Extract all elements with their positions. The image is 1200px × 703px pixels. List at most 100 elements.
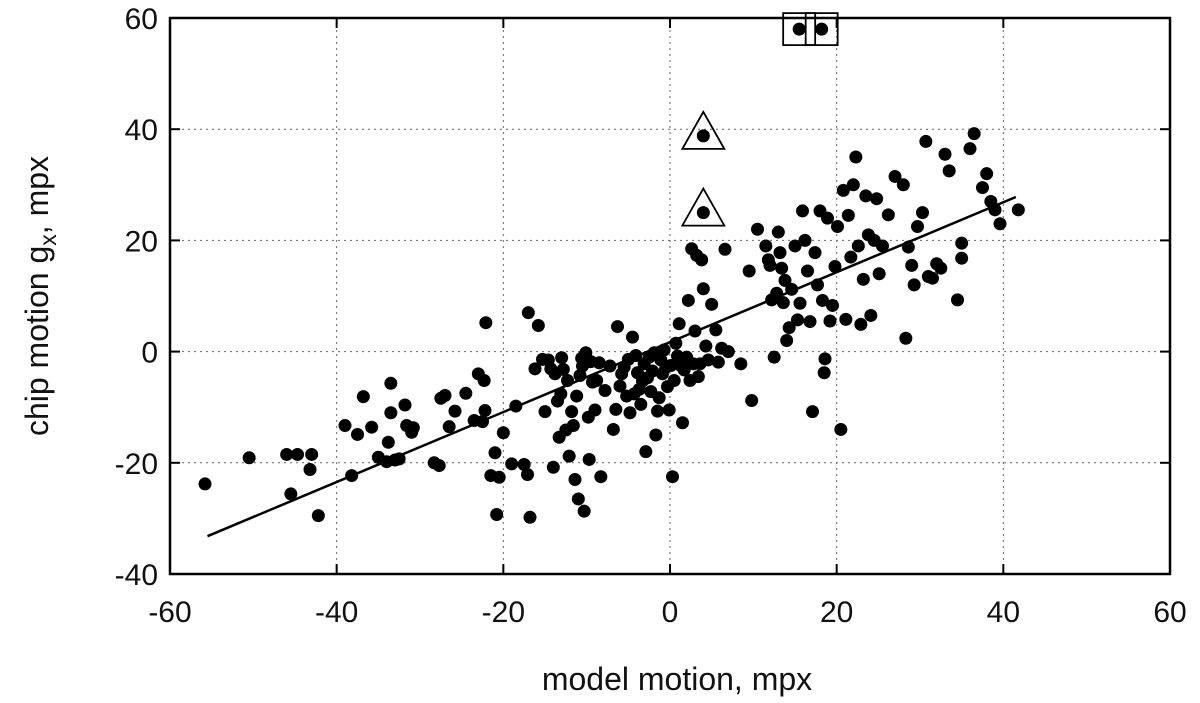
data-point — [721, 345, 735, 359]
data-point — [582, 452, 596, 466]
data-point — [980, 167, 994, 181]
data-point — [911, 220, 924, 233]
data-point — [392, 452, 406, 466]
data-point — [701, 353, 715, 367]
data-point — [242, 451, 256, 465]
data-point — [639, 445, 653, 459]
data-point — [872, 267, 886, 281]
data-point — [934, 261, 948, 275]
data-point — [801, 264, 814, 278]
data-point — [571, 492, 585, 506]
data-point — [492, 470, 506, 484]
data-point — [662, 403, 676, 417]
data-point — [561, 374, 574, 388]
data-point — [594, 470, 608, 484]
data-point — [488, 446, 502, 460]
y-axis-title-subscript: x — [35, 234, 61, 246]
data-point — [854, 317, 868, 331]
data-point — [657, 343, 671, 357]
data-point — [565, 405, 579, 419]
data-point — [611, 320, 624, 334]
data-point — [826, 298, 839, 312]
data-point — [562, 449, 576, 463]
data-point — [666, 470, 679, 484]
highlighted-point — [696, 206, 710, 220]
triangle-marker — [680, 110, 726, 150]
data-point — [652, 391, 666, 405]
data-point — [505, 457, 519, 471]
data-point — [864, 308, 878, 322]
data-point — [442, 420, 456, 434]
data-point — [198, 477, 212, 491]
data-point — [831, 220, 844, 233]
highlighted-points — [680, 12, 839, 227]
data-points — [198, 127, 1025, 524]
data-point — [711, 355, 725, 369]
data-point — [669, 336, 683, 350]
data-point — [817, 366, 831, 380]
data-point — [836, 183, 850, 197]
x-tick-label: 20 — [820, 596, 853, 629]
data-point — [546, 460, 560, 474]
data-point — [588, 403, 602, 417]
data-point — [538, 405, 552, 419]
data-point — [907, 278, 921, 292]
data-point — [919, 134, 933, 148]
data-point — [955, 251, 969, 265]
x-tick-label: -20 — [482, 596, 525, 629]
data-point — [709, 323, 723, 337]
data-point — [496, 426, 510, 440]
data-point — [509, 399, 523, 413]
data-point — [477, 374, 491, 388]
data-point — [791, 313, 804, 327]
y-axis-title-suffix: , mpx — [19, 156, 55, 234]
data-point — [782, 321, 796, 335]
y-axis-title-prefix: chip motion g — [19, 246, 55, 436]
data-point — [521, 467, 534, 481]
data-point — [988, 203, 1002, 217]
data-point — [846, 178, 860, 192]
data-point — [776, 296, 790, 310]
data-point — [821, 211, 834, 225]
data-point — [839, 312, 853, 326]
data-point — [384, 376, 398, 390]
data-point — [523, 510, 537, 524]
data-point — [676, 416, 689, 430]
data-point — [476, 415, 489, 429]
data-point — [521, 306, 535, 320]
data-point — [646, 364, 659, 378]
data-point — [905, 258, 919, 272]
data-point — [763, 258, 777, 272]
data-point — [688, 324, 702, 338]
data-point — [859, 189, 873, 203]
data-point — [609, 402, 623, 416]
x-tick-label: -60 — [148, 596, 191, 629]
data-point — [351, 427, 364, 441]
data-point — [570, 389, 584, 403]
data-point — [803, 315, 817, 329]
data-point — [818, 352, 832, 366]
data-point — [356, 390, 370, 404]
x-tick-label: -40 — [315, 596, 358, 629]
y-tick-label: 20 — [125, 225, 158, 258]
data-point — [705, 297, 719, 311]
y-tick-labels: -40 -20 0 20 40 60 — [115, 3, 158, 592]
plot-frame — [168, 16, 1172, 576]
data-point — [672, 317, 686, 331]
data-point — [528, 362, 542, 376]
highlighted-point — [815, 22, 829, 36]
data-point — [438, 389, 452, 403]
data-point — [967, 127, 981, 141]
data-point — [828, 260, 842, 274]
data-point — [851, 239, 865, 253]
data-point — [778, 273, 792, 287]
data-point — [556, 362, 570, 376]
data-point — [811, 278, 824, 292]
data-point — [896, 178, 910, 192]
triangle-marker — [680, 186, 726, 227]
data-point — [734, 357, 748, 371]
data-point — [459, 386, 473, 400]
data-point — [926, 271, 939, 285]
data-point — [345, 469, 359, 483]
data-point — [555, 351, 569, 365]
